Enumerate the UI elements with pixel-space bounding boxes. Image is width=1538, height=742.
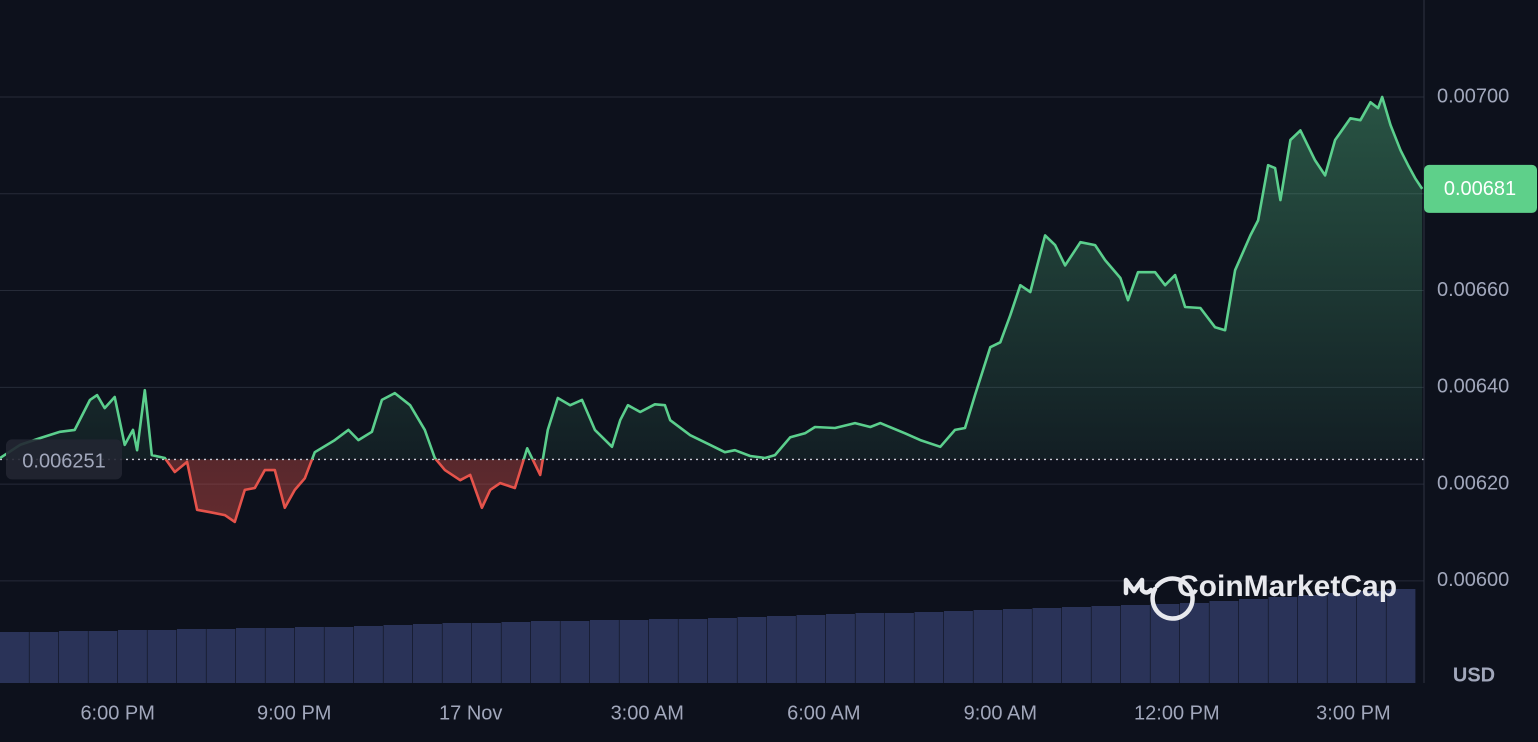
volume-bar <box>118 630 147 683</box>
volume-bar <box>1032 608 1062 683</box>
x-tick-label: 3:00 PM <box>1316 702 1390 724</box>
logo <box>1123 576 1195 621</box>
volume-bar <box>354 626 383 683</box>
volume-bar <box>944 611 973 683</box>
volume-bar <box>265 628 295 683</box>
x-tick-label: 12:00 PM <box>1134 702 1220 724</box>
volume-bar <box>0 632 29 683</box>
volume-bar <box>1386 589 1416 683</box>
watermark: CoinMarketCap <box>1123 570 1397 621</box>
volume-bar <box>767 616 796 683</box>
price-tag-label: 0.00681 <box>1444 178 1516 200</box>
x-tick-label: 3:00 AM <box>611 702 684 724</box>
volume-bar <box>649 619 678 683</box>
volume-bar <box>236 628 265 683</box>
volume-bar <box>1298 595 1327 683</box>
volume-bar <box>177 629 206 683</box>
volume-bar <box>1239 599 1268 683</box>
volume-bar <box>1268 597 1298 683</box>
area-above <box>0 97 1423 460</box>
y-tick-label: 0.00700 <box>1437 85 1509 107</box>
volume-bar <box>147 630 177 683</box>
volume-bar <box>619 620 649 683</box>
price-line-below <box>164 459 545 524</box>
volume-bar <box>737 617 767 683</box>
price-line-above <box>0 95 1424 460</box>
currency-label: USD <box>1453 664 1495 686</box>
volume-bar <box>1121 605 1150 683</box>
volume-bar <box>708 618 737 683</box>
volume-bar <box>442 623 472 683</box>
volume-bar <box>560 621 590 683</box>
volume-bar <box>914 612 944 683</box>
volume-bar <box>29 632 59 683</box>
volume-bar <box>590 620 619 683</box>
watermark-text: CoinMarketCap <box>1177 570 1397 603</box>
x-tick-label: 9:00 PM <box>257 702 331 724</box>
area-below <box>165 459 543 522</box>
volume-bar <box>324 627 354 683</box>
baseline-label: 0.006251 <box>22 451 105 473</box>
volume-bar <box>855 613 885 683</box>
volume-bar <box>1062 607 1091 683</box>
volume-bar <box>885 613 914 683</box>
y-tick-label: 0.00640 <box>1437 376 1509 398</box>
y-tick-label: 0.00620 <box>1437 472 1509 494</box>
volume-bar <box>472 623 501 683</box>
volume-bar <box>206 629 236 683</box>
volume-bar <box>973 610 1003 683</box>
y-tick-label: 0.00600 <box>1437 569 1509 591</box>
x-tick-label: 17 Nov <box>439 702 502 724</box>
x-tick-label: 6:00 AM <box>787 702 860 724</box>
volume-bar <box>501 622 531 683</box>
x-tick-label: 6:00 PM <box>80 702 154 724</box>
volume-bar <box>531 621 560 683</box>
volume-bar <box>1003 609 1032 683</box>
volume-bar <box>413 624 442 683</box>
volume-bar <box>1209 601 1239 683</box>
volume-bar <box>1357 591 1386 683</box>
volume-bar <box>383 625 413 683</box>
volume-bar <box>678 619 708 683</box>
volume-bar <box>796 615 826 683</box>
y-tick-label: 0.00660 <box>1437 279 1509 301</box>
baseline-tag <box>6 439 122 480</box>
x-tick-label: 9:00 AM <box>964 702 1037 724</box>
volume-bar <box>295 627 324 683</box>
volume-bar <box>1091 606 1121 683</box>
volume-bar <box>1327 593 1357 683</box>
volume-bar <box>826 614 855 683</box>
volume-bar <box>59 631 88 683</box>
price-tag <box>1424 164 1537 213</box>
volume-bar <box>88 631 118 683</box>
